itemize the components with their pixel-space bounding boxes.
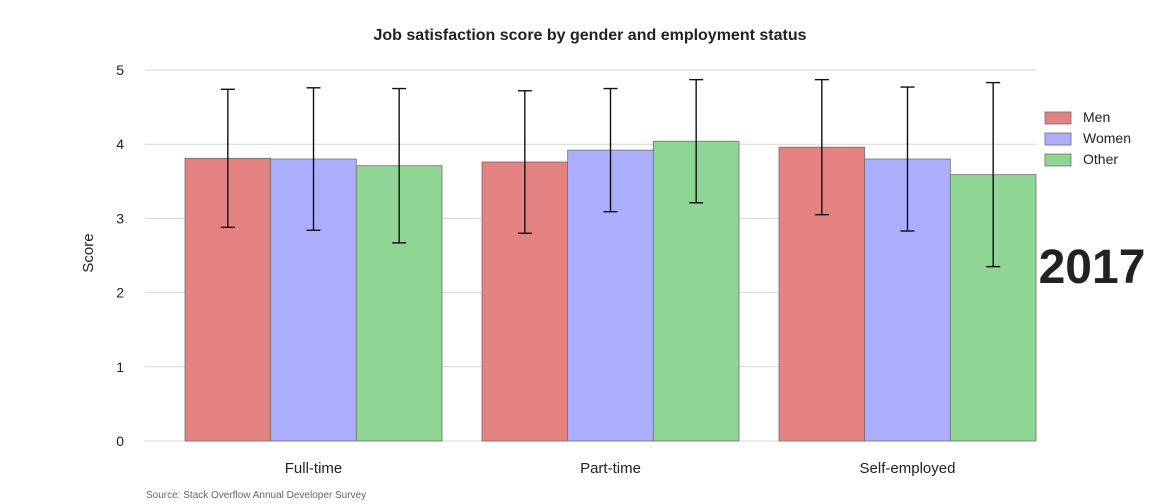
source-note: Source: Stack Overflow Annual Developer …	[146, 490, 366, 501]
y-tick-label: 3	[116, 210, 124, 226]
legend-swatch-men	[1044, 111, 1072, 125]
legend: Men Women Other	[1044, 109, 1131, 167]
y-tick-label: 2	[116, 285, 124, 301]
legend-label-men: Men	[1083, 109, 1110, 125]
y-tick-label: 5	[116, 62, 124, 78]
error-bars	[220, 78, 1001, 268]
category-label: Full-time	[285, 460, 343, 477]
y-tick-label: 1	[116, 359, 124, 375]
legend-label-women: Women	[1083, 130, 1131, 146]
x-axis-categories: Full-time Part-time Self-employed	[285, 460, 956, 477]
legend-swatch-women	[1044, 132, 1072, 146]
y-axis-label: Score	[80, 233, 97, 272]
category-label: Part-time	[580, 460, 641, 477]
chart-title: Job satisfaction score by gender and emp…	[374, 27, 807, 44]
y-tick-label: 4	[116, 136, 124, 152]
category-label: Self-employed	[860, 460, 956, 477]
y-tick-label: 0	[116, 433, 124, 449]
y-axis-ticks: 0 1 2 3 4 5	[116, 62, 124, 449]
year-annotation: 2017	[1039, 241, 1146, 294]
legend-swatch-other	[1044, 153, 1072, 167]
legend-label-other: Other	[1083, 151, 1118, 167]
